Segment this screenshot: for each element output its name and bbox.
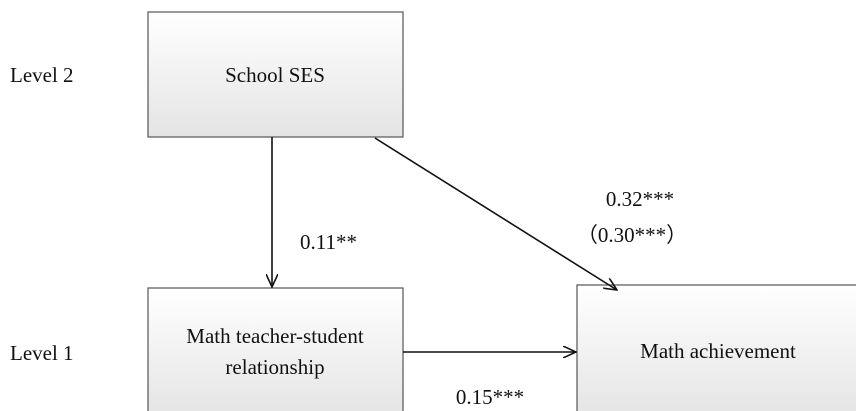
node-box <box>576 284 856 411</box>
node-label: Math teacher-student <box>186 324 364 348</box>
edge-label: （0.30***） <box>577 223 687 247</box>
node-label: relationship <box>225 355 324 379</box>
level-label: Level 2 <box>10 63 74 87</box>
node-box <box>147 11 404 138</box>
node-label: School SES <box>225 63 325 87</box>
node-box <box>147 287 404 411</box>
edge-label: 0.11** <box>300 230 357 254</box>
level-label: Level 1 <box>10 341 74 365</box>
edge-arrow <box>374 137 617 290</box>
edge-label: 0.32*** <box>606 187 674 211</box>
node-label: Math achievement <box>640 339 796 363</box>
edge-label: 0.15*** <box>456 385 524 409</box>
